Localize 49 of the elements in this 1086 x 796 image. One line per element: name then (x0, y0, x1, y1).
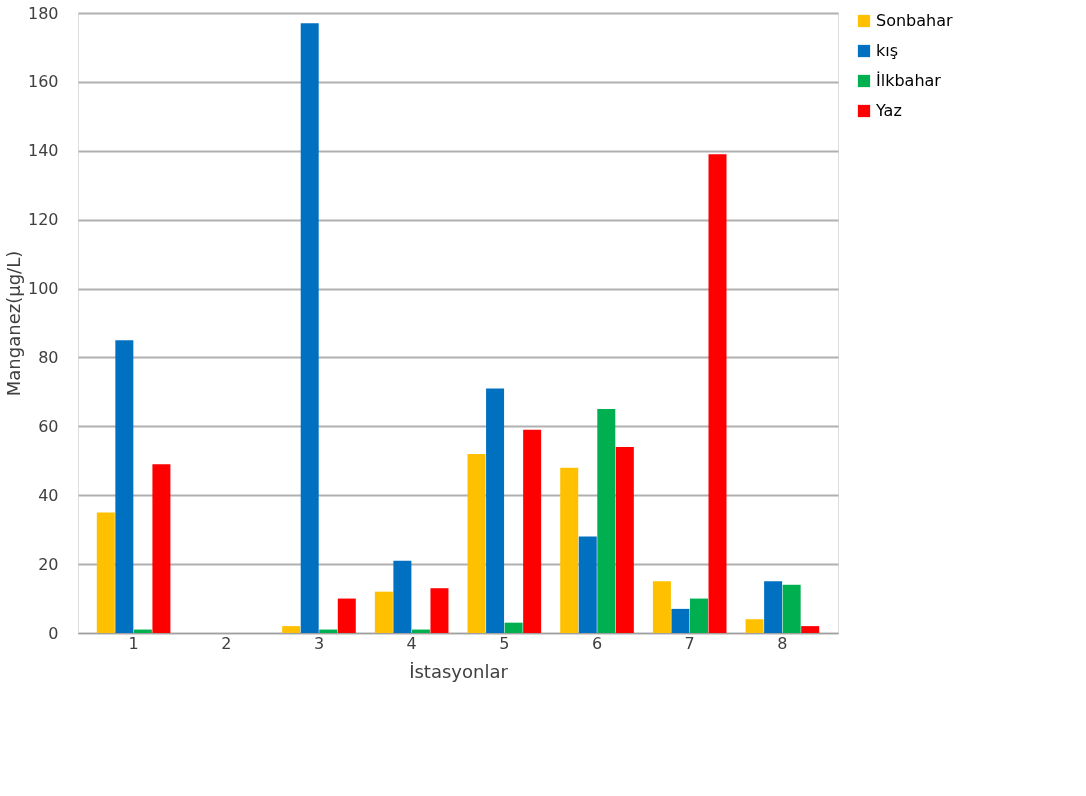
x-tick-label: 2 (221, 633, 232, 653)
bar (671, 608, 690, 633)
x-tick-label: 1 (128, 633, 139, 653)
legend-label: Sonbahar (876, 11, 953, 30)
bar (430, 588, 449, 633)
bar (282, 626, 301, 633)
bar (337, 598, 356, 633)
legend-label: İlkbahar (876, 71, 942, 90)
y-tick-label: 20 (38, 554, 59, 574)
bar (652, 581, 671, 633)
bar (689, 598, 708, 633)
bar (486, 388, 505, 633)
bar (96, 512, 115, 633)
x-tick-label: 7 (684, 633, 695, 653)
y-axis-title: Manganez(µg/L) (2, 250, 24, 397)
y-tick-label: 40 (38, 485, 59, 505)
x-tick-label: 3 (313, 633, 325, 653)
bar (708, 154, 727, 633)
y-tick-label: 160 (27, 72, 59, 92)
x-tick-label: 6 (591, 633, 603, 653)
bar (782, 584, 801, 633)
x-axis-title: İstasyonlar (409, 660, 509, 682)
x-tick-label: 4 (406, 633, 417, 653)
bar (615, 447, 634, 633)
bar (152, 464, 171, 633)
bar (467, 453, 486, 633)
x-tick-label: 5 (499, 633, 510, 653)
bar (300, 23, 319, 633)
y-tick-label: 120 (27, 210, 59, 230)
y-tick-label: 100 (27, 279, 59, 299)
x-tick-label: 8 (777, 633, 788, 653)
bar (504, 622, 523, 633)
bar (801, 626, 820, 633)
y-tick-label: 140 (27, 141, 59, 161)
bar (393, 560, 412, 633)
bar (374, 591, 393, 633)
y-tick-label: 60 (38, 416, 59, 436)
legend-label: Yaz (875, 101, 902, 120)
y-tick-label: 180 (27, 3, 59, 23)
y-tick-label: 0 (48, 623, 59, 643)
bar (764, 581, 783, 633)
bar (578, 536, 597, 633)
bar (745, 619, 764, 633)
bar (560, 467, 579, 633)
y-tick-label: 80 (38, 347, 59, 367)
legend-label: kış (876, 41, 899, 60)
bar (115, 340, 134, 633)
bar (523, 429, 542, 633)
bar (597, 409, 616, 633)
